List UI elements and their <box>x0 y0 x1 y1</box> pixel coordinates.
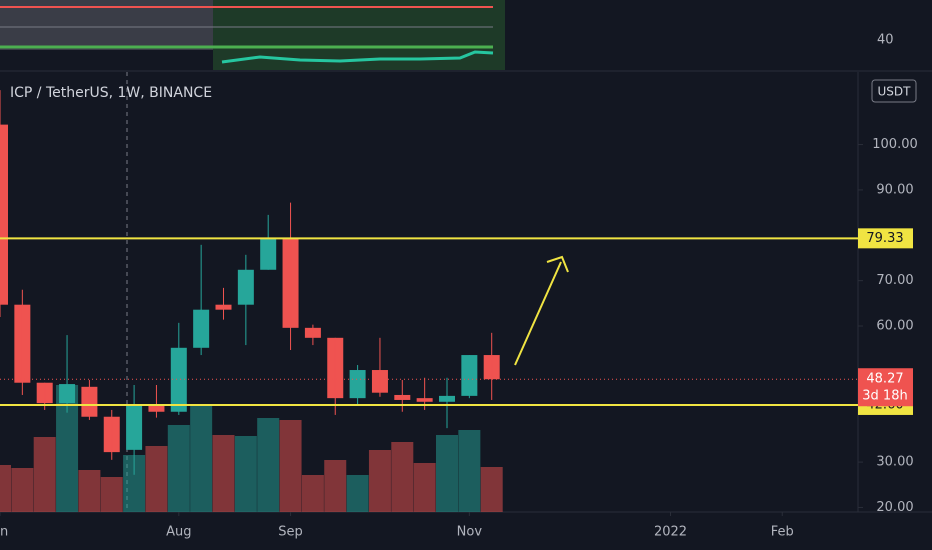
level-label: 79.33 <box>866 231 903 246</box>
volume-bar <box>167 425 190 512</box>
chart-title: ICP / TetherUS, 1W, BINANCE <box>10 85 212 101</box>
x-tick-label: 2022 <box>654 525 687 540</box>
volume-bar <box>301 475 324 512</box>
last-price-box <box>858 368 913 407</box>
candle-body <box>0 124 8 305</box>
volume-bar <box>33 437 56 512</box>
arrow <box>514 261 562 366</box>
volume-bar <box>458 430 481 512</box>
volume-bar <box>257 418 280 512</box>
x-tick-label: Nov <box>457 525 483 540</box>
y-tick-label: 60.00 <box>876 319 913 334</box>
currency-box <box>871 79 917 103</box>
volume-bar <box>0 465 11 512</box>
volume-bar <box>56 385 79 512</box>
volume-bar <box>346 475 369 512</box>
volume-bar <box>11 468 34 512</box>
x-tick-label: Sep <box>278 525 303 540</box>
currency: USDT <box>878 85 912 99</box>
y-tick-label: 90.00 <box>876 182 913 197</box>
arrow-head <box>546 255 569 273</box>
volume-bar <box>78 470 101 512</box>
volume-bar <box>413 463 436 512</box>
volume-bar <box>190 405 213 512</box>
level-box <box>858 228 913 249</box>
volume-bar <box>391 442 414 512</box>
volume-bar <box>324 460 347 512</box>
countdown-label: 3d 18h <box>862 389 907 404</box>
last-price-label: 48.27 <box>866 372 903 387</box>
volume-bar <box>100 477 123 512</box>
indicator-label: 40 <box>877 33 894 48</box>
volume-bar <box>234 436 257 512</box>
volume-bar <box>368 450 391 512</box>
volume-bar <box>212 435 235 512</box>
volume-bar <box>279 420 302 512</box>
volume-bar <box>480 467 503 512</box>
x-tick-label: Feb <box>771 525 794 540</box>
x-tick-label: un <box>0 525 8 540</box>
x-tick-label: Aug <box>166 525 191 540</box>
volume-bar <box>145 446 168 512</box>
indicator-panel: 40 <box>0 0 894 70</box>
y-tick-label: 20.00 <box>876 500 913 515</box>
volume-bar <box>436 435 458 512</box>
indicator-line <box>221 50 494 64</box>
volume-bar <box>123 455 146 512</box>
y-tick-label: 70.00 <box>876 273 913 288</box>
y-tick-label: 30.00 <box>876 455 913 470</box>
indicator-band <box>0 0 213 50</box>
y-tick-label: 100.00 <box>872 137 918 152</box>
